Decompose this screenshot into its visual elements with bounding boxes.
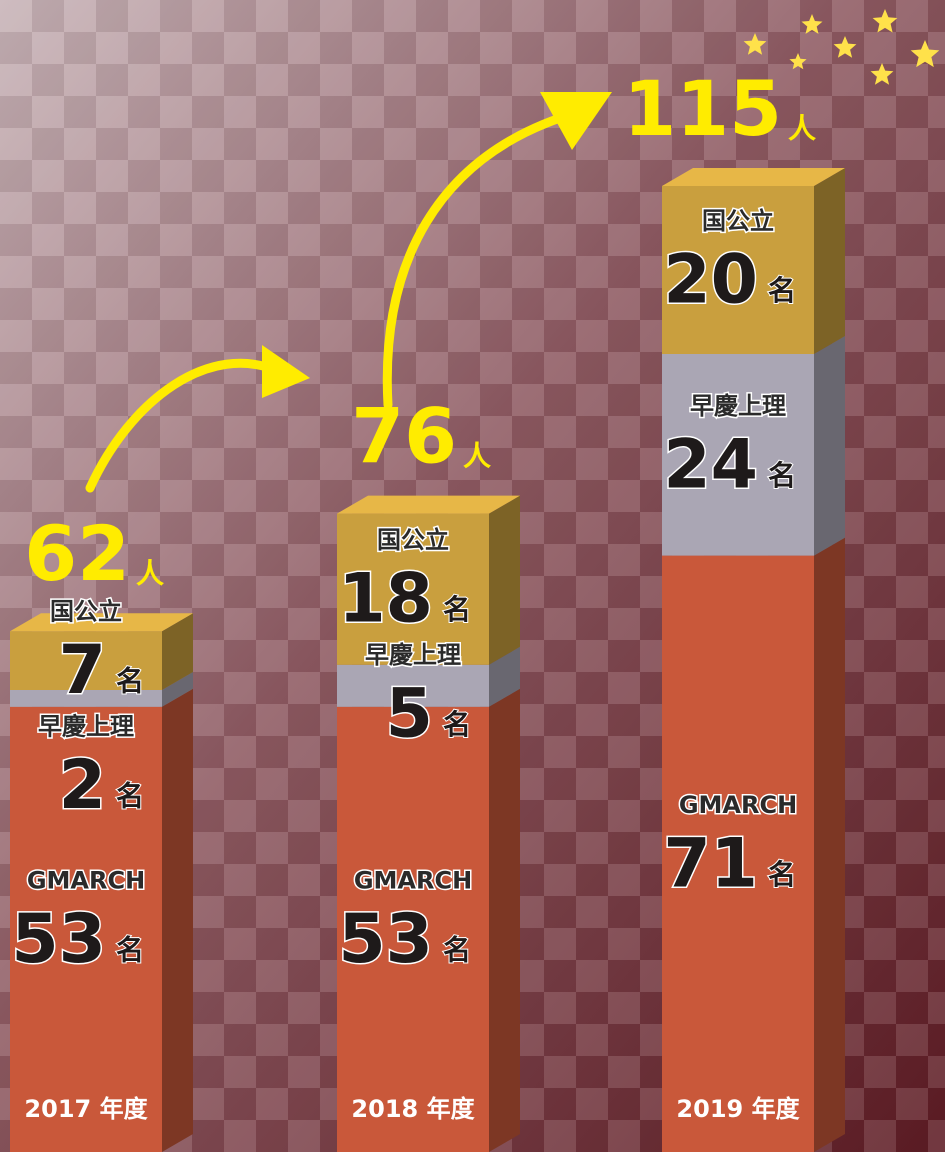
bar-side [162,688,193,1152]
bar-side [814,537,845,1152]
total-unit: 人 [463,440,491,473]
segment-value: 5 [386,675,433,754]
bar-front [10,631,162,690]
segment-unit: 名 [116,780,144,813]
segment-unit: 名 [116,665,144,698]
bar-side [489,495,520,665]
bar-segment [10,672,193,707]
segment-unit: 名 [768,459,796,492]
bar-front [662,186,814,354]
bar-top [662,168,845,186]
segment-unit: 名 [768,858,796,891]
bar-top [337,495,520,514]
bar-top [10,613,193,632]
arrow-head [262,345,310,398]
segment-value: 2 [59,746,106,825]
bar-front [10,706,162,1152]
segment-unit: 名 [443,933,471,966]
bar-front [662,555,814,1152]
total-unit: 人 [136,557,164,590]
segment-value: 24 [663,425,758,504]
bar-segment [662,537,845,1152]
segment-name: 早慶上理 [38,713,134,741]
bar-front [10,690,162,707]
segment-value: 53 [338,900,433,979]
arrow-head [540,92,612,150]
total-value: 76 [351,392,457,481]
segment-name: GMARCH [354,866,472,894]
segment-name: 国公立 [702,207,774,235]
segment-unit: 名 [443,708,471,741]
bar-side [814,336,845,556]
segment-name: 早慶上理 [365,641,461,669]
star [833,36,857,58]
star [872,9,898,33]
x-tick-label: 2017 年度 [24,1095,148,1123]
segment-unit: 名 [768,274,796,307]
bar-segment [662,336,845,556]
segment-value: 53 [11,900,106,979]
bar-side [162,613,193,690]
segment-unit: 名 [116,933,144,966]
segment-name: GMARCH [679,791,797,819]
segment-value: 71 [663,824,758,903]
star [789,53,807,70]
growth-arrows [85,113,565,493]
total-value: 115 [623,64,782,153]
star [910,40,940,68]
bar-front [337,664,489,707]
bar-segment [10,688,193,1152]
segment-name: 国公立 [377,526,449,554]
star [801,14,823,34]
segment-unit: 名 [443,593,471,626]
stars [743,9,940,85]
segment-value: 20 [663,241,758,320]
bar-segment [337,495,520,665]
bar-side [814,168,845,354]
x-tick-label: 2019 年度 [676,1095,800,1123]
bar-segment [337,688,520,1152]
segment-name: 国公立 [50,598,122,626]
segment-name: GMARCH [27,866,145,894]
total-value: 62 [24,509,130,598]
bar-front [337,513,489,665]
bar-side [489,688,520,1152]
star [870,63,894,85]
segment-value: 7 [59,631,106,710]
star [743,33,767,55]
bar-side [489,646,520,707]
bar-segment [337,646,520,707]
total-unit: 人 [788,112,816,145]
bar-front [337,706,489,1152]
bar-front [662,354,814,556]
bar-segment [10,613,193,690]
bar-side [162,672,193,707]
x-tick-label: 2018 年度 [351,1095,475,1123]
bar-segment [662,168,845,354]
segment-name: 早慶上理 [690,392,786,420]
segment-value: 18 [338,560,433,639]
